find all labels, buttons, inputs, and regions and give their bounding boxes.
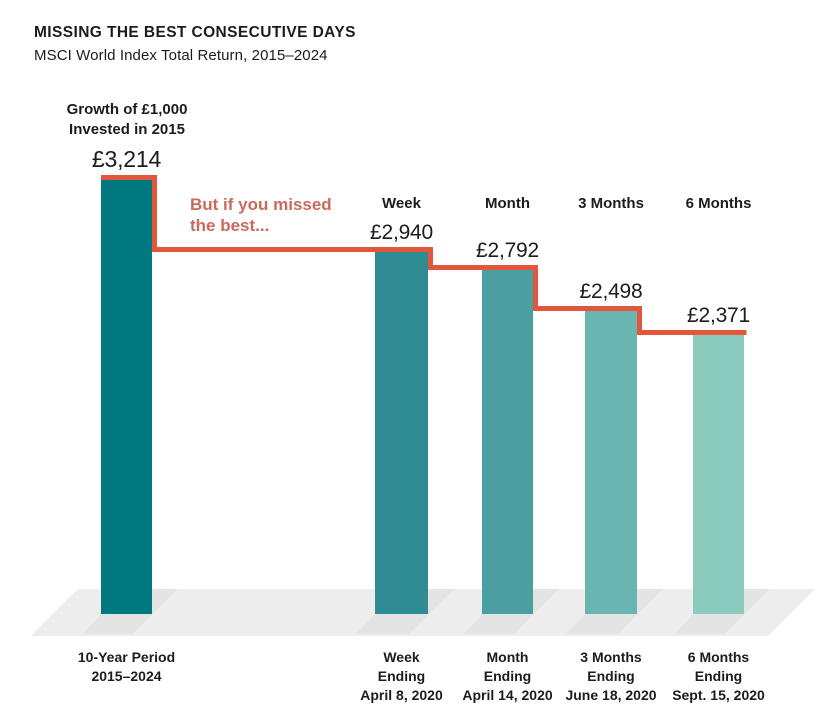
floor-shadow-group	[82, 589, 770, 634]
bar-footer-line: April 14, 2020	[462, 687, 553, 703]
bar-footer-label: Week Ending April 8, 2020	[322, 648, 482, 705]
bar-footer-line: 6 Months	[687, 649, 750, 665]
bar-footer-label: 10-Year Period 2015–2024	[47, 648, 207, 686]
bar-header-label: Month	[485, 195, 530, 212]
chart-title: MISSING THE BEST CONSECUTIVE DAYS	[34, 24, 356, 41]
growth-annotation: Growth of £1,000 Invested in 2015	[27, 100, 227, 140]
step-line-path	[101, 175, 747, 335]
bar-footer-line: Ending	[694, 668, 743, 684]
bar-footer-line: Week	[383, 649, 420, 665]
bar-header-label: Week	[382, 195, 421, 212]
bar-footer-line: 3 Months	[580, 649, 642, 665]
bar-footer-line: Ending	[377, 668, 426, 684]
bar-footer-label: Month Ending April 14, 2020	[428, 648, 588, 705]
bar-value-label: £2,498	[579, 280, 643, 303]
bar-footer-line: Ending	[483, 668, 532, 684]
bar-footer-line: June 18, 2020	[565, 687, 657, 703]
bar-3-months	[585, 311, 637, 614]
growth-annotation-line1: Growth of £1,000	[66, 101, 188, 118]
bar-value-label: £2,792	[475, 239, 540, 262]
bar-header-label: 6 Months	[685, 195, 752, 212]
bar-month	[482, 270, 533, 614]
growth-annotation-line2: Invested in 2015	[69, 121, 185, 138]
bar-value-label: £3,214	[91, 146, 162, 172]
bar-footer-label: 3 Months Ending June 18, 2020	[531, 648, 691, 705]
bar-footer-line: Month	[486, 649, 529, 665]
bar-6-months	[693, 335, 744, 614]
bar-value-label: £2,371	[686, 304, 751, 327]
bar-footer-line: Sept. 15, 2020	[672, 687, 765, 703]
bar-footer-line: 2015–2024	[91, 668, 162, 684]
missed-annotation: But if you missed the best...	[190, 194, 390, 236]
bar-footer-line: Ending	[587, 668, 635, 684]
bar-footer-label: 6 Months Ending Sept. 15, 2020	[639, 648, 799, 705]
bar-value-label: £2,940	[369, 221, 434, 244]
chart-subtitle: MSCI World Index Total Return, 2015–2024	[34, 47, 328, 64]
bar-header-label: 3 Months	[578, 195, 644, 212]
bar-10-year-period	[101, 180, 152, 614]
bar-footer-line: April 8, 2020	[360, 687, 443, 703]
bar-week	[375, 252, 428, 614]
bar-footer-line: 10-Year Period	[77, 649, 176, 665]
missed-annotation-line2: the best...	[190, 216, 270, 235]
missed-annotation-line1: But if you missed	[190, 195, 332, 214]
